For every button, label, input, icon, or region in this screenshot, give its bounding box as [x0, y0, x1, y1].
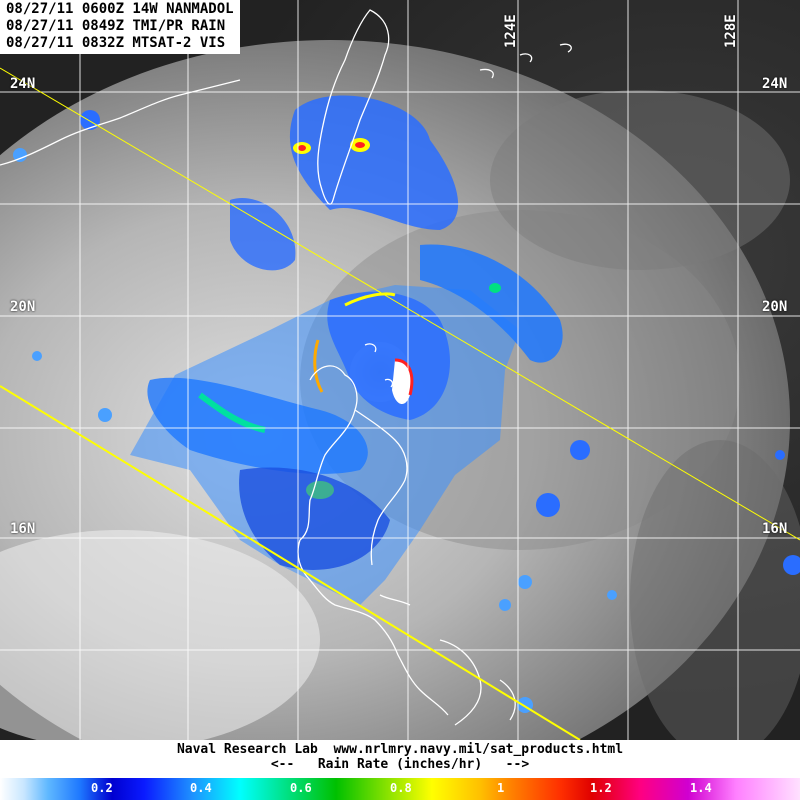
eyewall-intense-edge [394, 358, 414, 396]
luzon-east-coastline [354, 409, 408, 566]
coastlines [0, 9, 572, 726]
eyewall-west-cells [313, 339, 324, 393]
rain-band-taiwan [289, 95, 459, 230]
colorbar-tick-0-2: 0.2 [91, 781, 113, 795]
colorbar-tick-0-8: 0.8 [390, 781, 412, 795]
lon-label-124e: 124E [503, 14, 519, 48]
swath-edge-south [0, 385, 581, 740]
lat-label-16n-left: 16N [10, 521, 36, 537]
lat-label-16n-right: 16N [762, 521, 788, 537]
rain-cell-scatter-5 [499, 599, 511, 611]
eyewall-north-cells [344, 292, 396, 307]
rain-cell-scatter-8 [783, 555, 800, 575]
china-coastline [0, 79, 241, 166]
colorbar-tick-0-6: 0.6 [290, 781, 312, 795]
taiwan-coastline [317, 9, 390, 205]
rain-cell-scatter-9 [80, 110, 100, 130]
image-footer: Naval Research Lab www.nrlmry.navy.mil/s… [0, 740, 800, 778]
lat-label-24n-right: 24N [762, 76, 788, 92]
footer-credit: Naval Research Lab www.nrlmry.navy.mil/s… [176, 742, 624, 757]
swath-edges [0, 67, 800, 740]
rain-cell-scatter-11 [98, 408, 112, 422]
rain-cell-scatter-2 [570, 440, 590, 460]
rain-cell-scatter-3 [536, 493, 560, 517]
eyewall-ring [327, 291, 450, 420]
eyewall-intense [392, 360, 412, 405]
rain-band-northeast [420, 244, 563, 363]
footer-legend-title: <-- Rain Rate (inches/hr) --> [270, 757, 530, 772]
rain-cell-scatter-1 [32, 351, 42, 361]
colorbar-tick-1: 1 [497, 781, 505, 795]
lat-label-20n-right: 20N [762, 299, 788, 315]
rain-cell-scatter-4 [518, 575, 532, 589]
colorbar-tick-0-4: 0.4 [190, 781, 212, 795]
image-header: 08/27/11 0600Z 14W NANMADOL 08/27/11 084… [0, 0, 240, 54]
northeast-cloud [490, 90, 790, 270]
rain-band-west [230, 198, 296, 271]
lon-label-128e: 128E [723, 14, 739, 48]
swath-edge-north [0, 67, 800, 541]
rain-cell-central [306, 481, 334, 499]
header-line-3: 08/27/11 0832Z MTSAT-2 VIS [6, 35, 226, 51]
luzon-coastline [297, 365, 449, 716]
rain-cell-scatter-10 [13, 148, 27, 162]
rain-band-south [239, 467, 390, 570]
lat-lon-grid [0, 0, 800, 740]
rain-cell-ne [489, 283, 501, 293]
babuyan-islands [364, 343, 394, 388]
rain-cell-scatter-6 [607, 590, 617, 600]
header-line-2: 08/27/11 0849Z TMI/PR RAIN [6, 18, 226, 34]
rain-cell-taiwan-east-core [355, 142, 365, 148]
lat-label-24n-left: 24N [10, 76, 36, 92]
rain-cell-scatter-7 [775, 450, 785, 460]
colorbar-tick-1-4: 1.4 [690, 781, 712, 795]
satellite-map [0, 0, 800, 740]
ryukyu-islands [479, 43, 572, 79]
lat-label-20n-left: 20N [10, 299, 36, 315]
header-line-1: 08/27/11 0600Z 14W NANMADOL [6, 1, 234, 17]
rain-cell-taiwan-west-core [298, 145, 306, 151]
rain-rate-colorbar: 0.2 0.4 0.6 0.8 1 1.2 1.4 [0, 778, 800, 800]
colorbar-tick-1-2: 1.2 [590, 781, 612, 795]
